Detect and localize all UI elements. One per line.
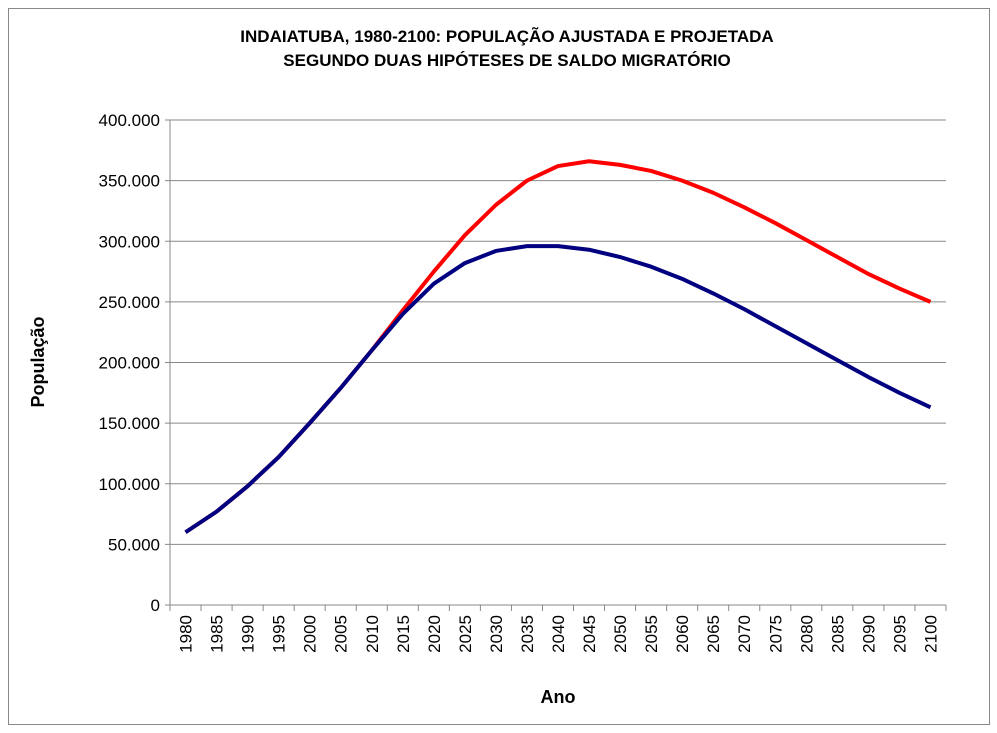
x-tick-label: 1985 xyxy=(208,615,227,653)
y-tick-label: 350.000 xyxy=(99,172,160,191)
y-axis-label: População xyxy=(28,316,48,407)
chart-title: INDAIATUBA, 1980-2100: POPULAÇÃO AJUSTAD… xyxy=(240,26,773,46)
x-tick-label: 1980 xyxy=(177,615,196,653)
y-tick-label: 200.000 xyxy=(99,354,160,373)
x-tick-label: 2000 xyxy=(301,615,320,653)
x-tick-label: 2075 xyxy=(766,615,785,653)
x-tick-label: 2065 xyxy=(704,615,723,653)
x-tick-label: 2025 xyxy=(456,615,475,653)
y-tick-label: 250.000 xyxy=(99,293,160,312)
x-tick-label: 1995 xyxy=(270,615,289,653)
y-tick-label: 50.000 xyxy=(108,535,160,554)
y-tick-label: 150.000 xyxy=(99,414,160,433)
x-tick-label: 2010 xyxy=(363,615,382,653)
y-tick-label: 0 xyxy=(151,596,160,615)
x-tick-label: 2020 xyxy=(425,615,444,653)
y-tick-label: 100.000 xyxy=(99,475,160,494)
x-tick-label: 2050 xyxy=(611,615,630,653)
x-tick-label: 2015 xyxy=(394,615,413,653)
x-tick-label: 2090 xyxy=(859,615,878,653)
x-tick-label: 2045 xyxy=(580,615,599,653)
x-tick-label: 2070 xyxy=(735,615,754,653)
x-axis-label: Ano xyxy=(541,687,576,707)
x-tick-label: 2100 xyxy=(921,615,940,653)
x-tick-label: 1990 xyxy=(239,615,258,653)
x-tick-label: 2040 xyxy=(549,615,568,653)
y-tick-label: 300.000 xyxy=(99,232,160,251)
series-line xyxy=(184,244,932,534)
x-tick-label: 2030 xyxy=(487,615,506,653)
x-tick-label: 2085 xyxy=(828,615,847,653)
x-tick-label: 2005 xyxy=(332,615,351,653)
y-tick-label: 400.000 xyxy=(99,111,160,130)
x-tick-label: 2060 xyxy=(673,615,692,653)
x-tick-label: 2035 xyxy=(518,615,537,653)
x-tick-label: 2055 xyxy=(642,615,661,653)
x-tick-label: 2080 xyxy=(797,615,816,653)
chart-title: SEGUNDO DUAS HIPÓTESES DE SALDO MIGRATÓR… xyxy=(283,51,730,70)
x-tick-label: 2095 xyxy=(890,615,909,653)
